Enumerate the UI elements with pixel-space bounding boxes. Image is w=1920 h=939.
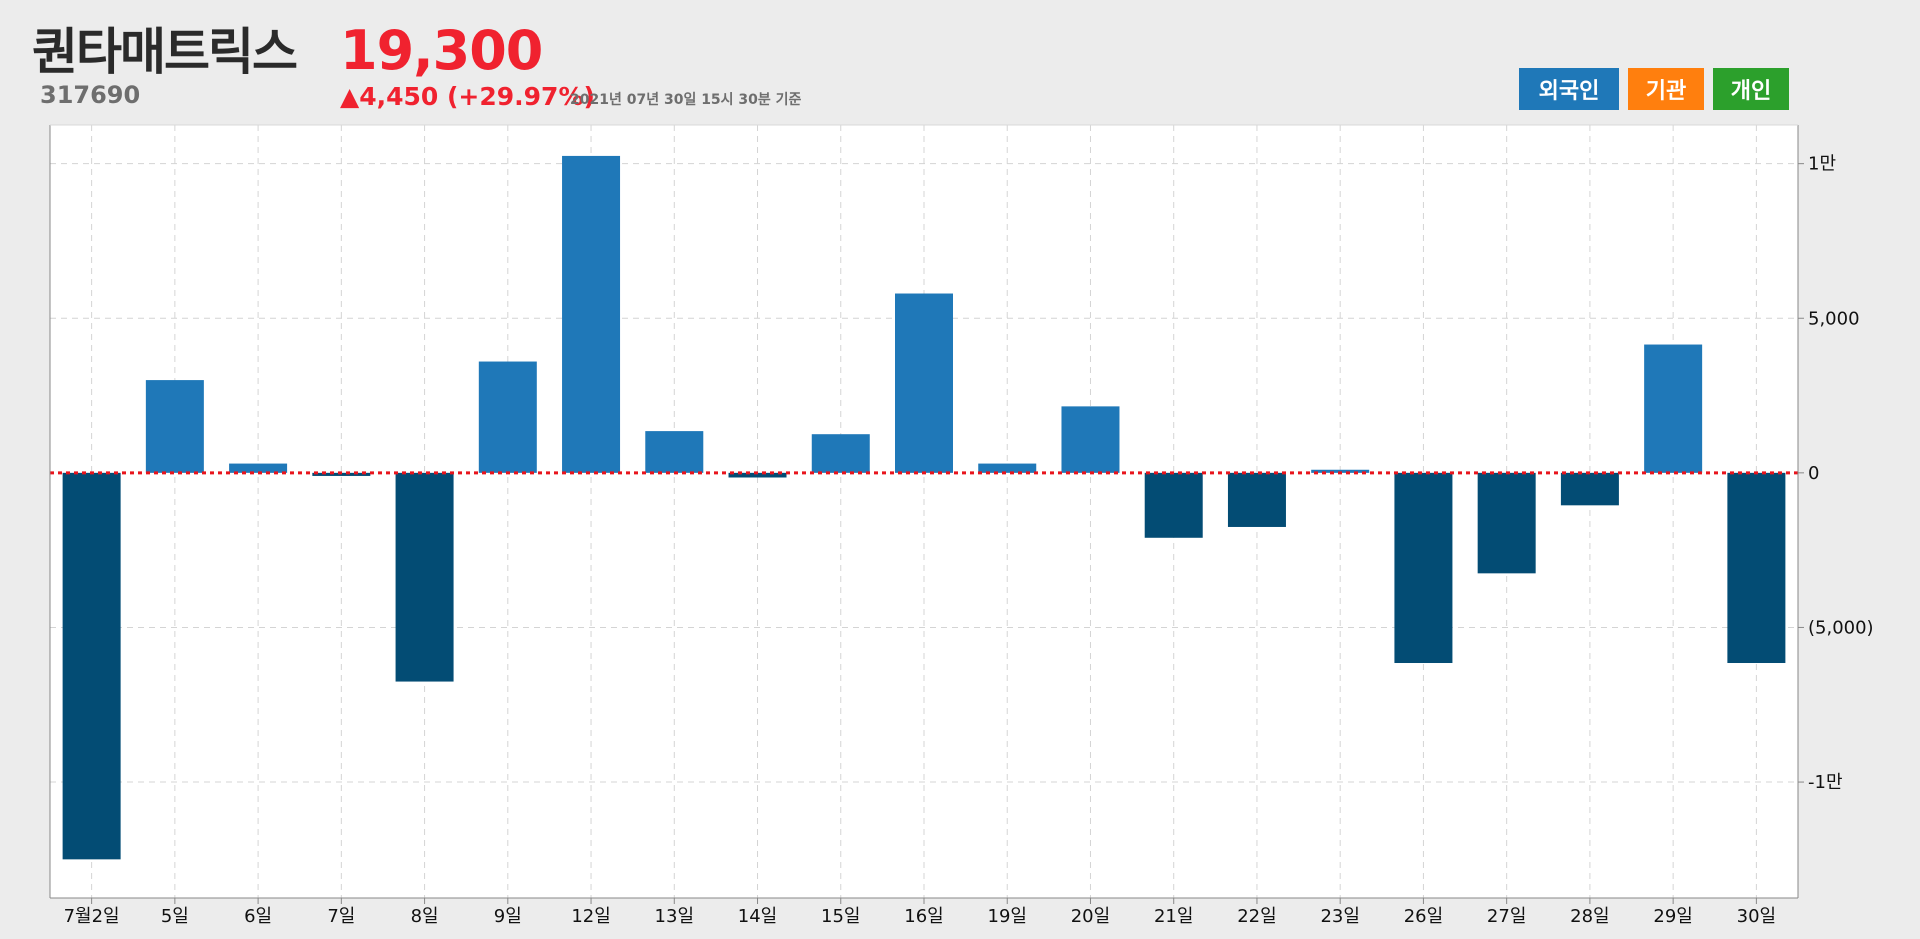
- axes: [49, 124, 1804, 904]
- x-tick-label: 7월2일: [64, 906, 120, 927]
- current-price: 19,300: [340, 19, 543, 82]
- bar-15[interactable]: [1227, 472, 1286, 527]
- x-tick-label: 26일: [1404, 906, 1443, 927]
- x-tick-label: 7일: [327, 906, 355, 927]
- x-tick-label: 13일: [655, 906, 694, 927]
- legend-foreign-button[interactable]: 외국인: [1519, 68, 1619, 110]
- bar-12[interactable]: [978, 463, 1037, 473]
- x-tick-label: 15일: [821, 906, 860, 927]
- bar-19[interactable]: [1560, 472, 1619, 506]
- x-tick-label: 5일: [161, 906, 189, 927]
- x-tick-label: 22일: [1237, 906, 1276, 927]
- bar-11[interactable]: [895, 293, 953, 473]
- bar-13[interactable]: [1061, 406, 1120, 473]
- y-axis-labels: 1만 5,000 0 (5,000) -1만: [1808, 154, 1874, 793]
- x-tick-label: 27일: [1487, 906, 1526, 927]
- x-tick-label: 16일: [904, 906, 943, 927]
- y-tick-label: -1만: [1808, 772, 1843, 793]
- bar-1[interactable]: [62, 472, 121, 860]
- x-tick-label: 8일: [411, 906, 439, 927]
- stock-code: 317690: [40, 81, 141, 109]
- bar-6[interactable]: [478, 361, 537, 473]
- stock-name: 퀀타매트릭스: [32, 23, 298, 81]
- x-axis-labels: 7월2일 5일 6일 7일 8일 9일 12일 13일 14일 15일 16일 19일 20일 21일 22…: [64, 906, 1777, 927]
- bar-20[interactable]: [1644, 344, 1703, 473]
- bar-18[interactable]: [1477, 472, 1536, 574]
- x-tick-label: 19일: [988, 906, 1027, 927]
- bar-8[interactable]: [645, 431, 704, 473]
- x-tick-label: 28일: [1570, 906, 1609, 927]
- x-tick-label: 12일: [571, 906, 610, 927]
- bar-10[interactable]: [811, 434, 870, 473]
- y-tick-label: 1만: [1808, 154, 1836, 175]
- x-tick-label: 21일: [1154, 906, 1193, 927]
- bar-3[interactable]: [229, 463, 288, 473]
- x-tick-label: 9일: [494, 906, 522, 927]
- x-tick-label: 29일: [1653, 906, 1692, 927]
- x-tick-label: 20일: [1071, 906, 1110, 927]
- bar-21[interactable]: [1727, 472, 1786, 664]
- legend-individual-button[interactable]: 개인: [1713, 68, 1789, 110]
- x-tick-label: 14일: [738, 906, 777, 927]
- price-change: ▲4,450 (+29.97%): [340, 82, 595, 111]
- bar-7[interactable]: [562, 155, 621, 473]
- as-of-timestamp: 2021년 07년 30일 15시 30분 기준: [570, 92, 802, 108]
- bar-series: [62, 155, 1786, 860]
- bar-2[interactable]: [145, 380, 204, 473]
- x-tick-label: 6일: [244, 906, 272, 927]
- bar-16[interactable]: [1311, 469, 1370, 473]
- bar-9[interactable]: [728, 472, 787, 478]
- legend-institution-button[interactable]: 기관: [1628, 68, 1704, 110]
- bar-17[interactable]: [1394, 472, 1453, 664]
- y-tick-label: 0: [1808, 463, 1819, 484]
- x-tick-label: 30일: [1737, 906, 1776, 927]
- y-tick-label: 5,000: [1808, 308, 1860, 329]
- bar-14[interactable]: [1144, 472, 1203, 538]
- y-tick-label: (5,000): [1808, 617, 1874, 638]
- x-tick-label: 23일: [1320, 906, 1359, 927]
- bar-5[interactable]: [395, 472, 454, 682]
- bar-4[interactable]: [312, 472, 371, 476]
